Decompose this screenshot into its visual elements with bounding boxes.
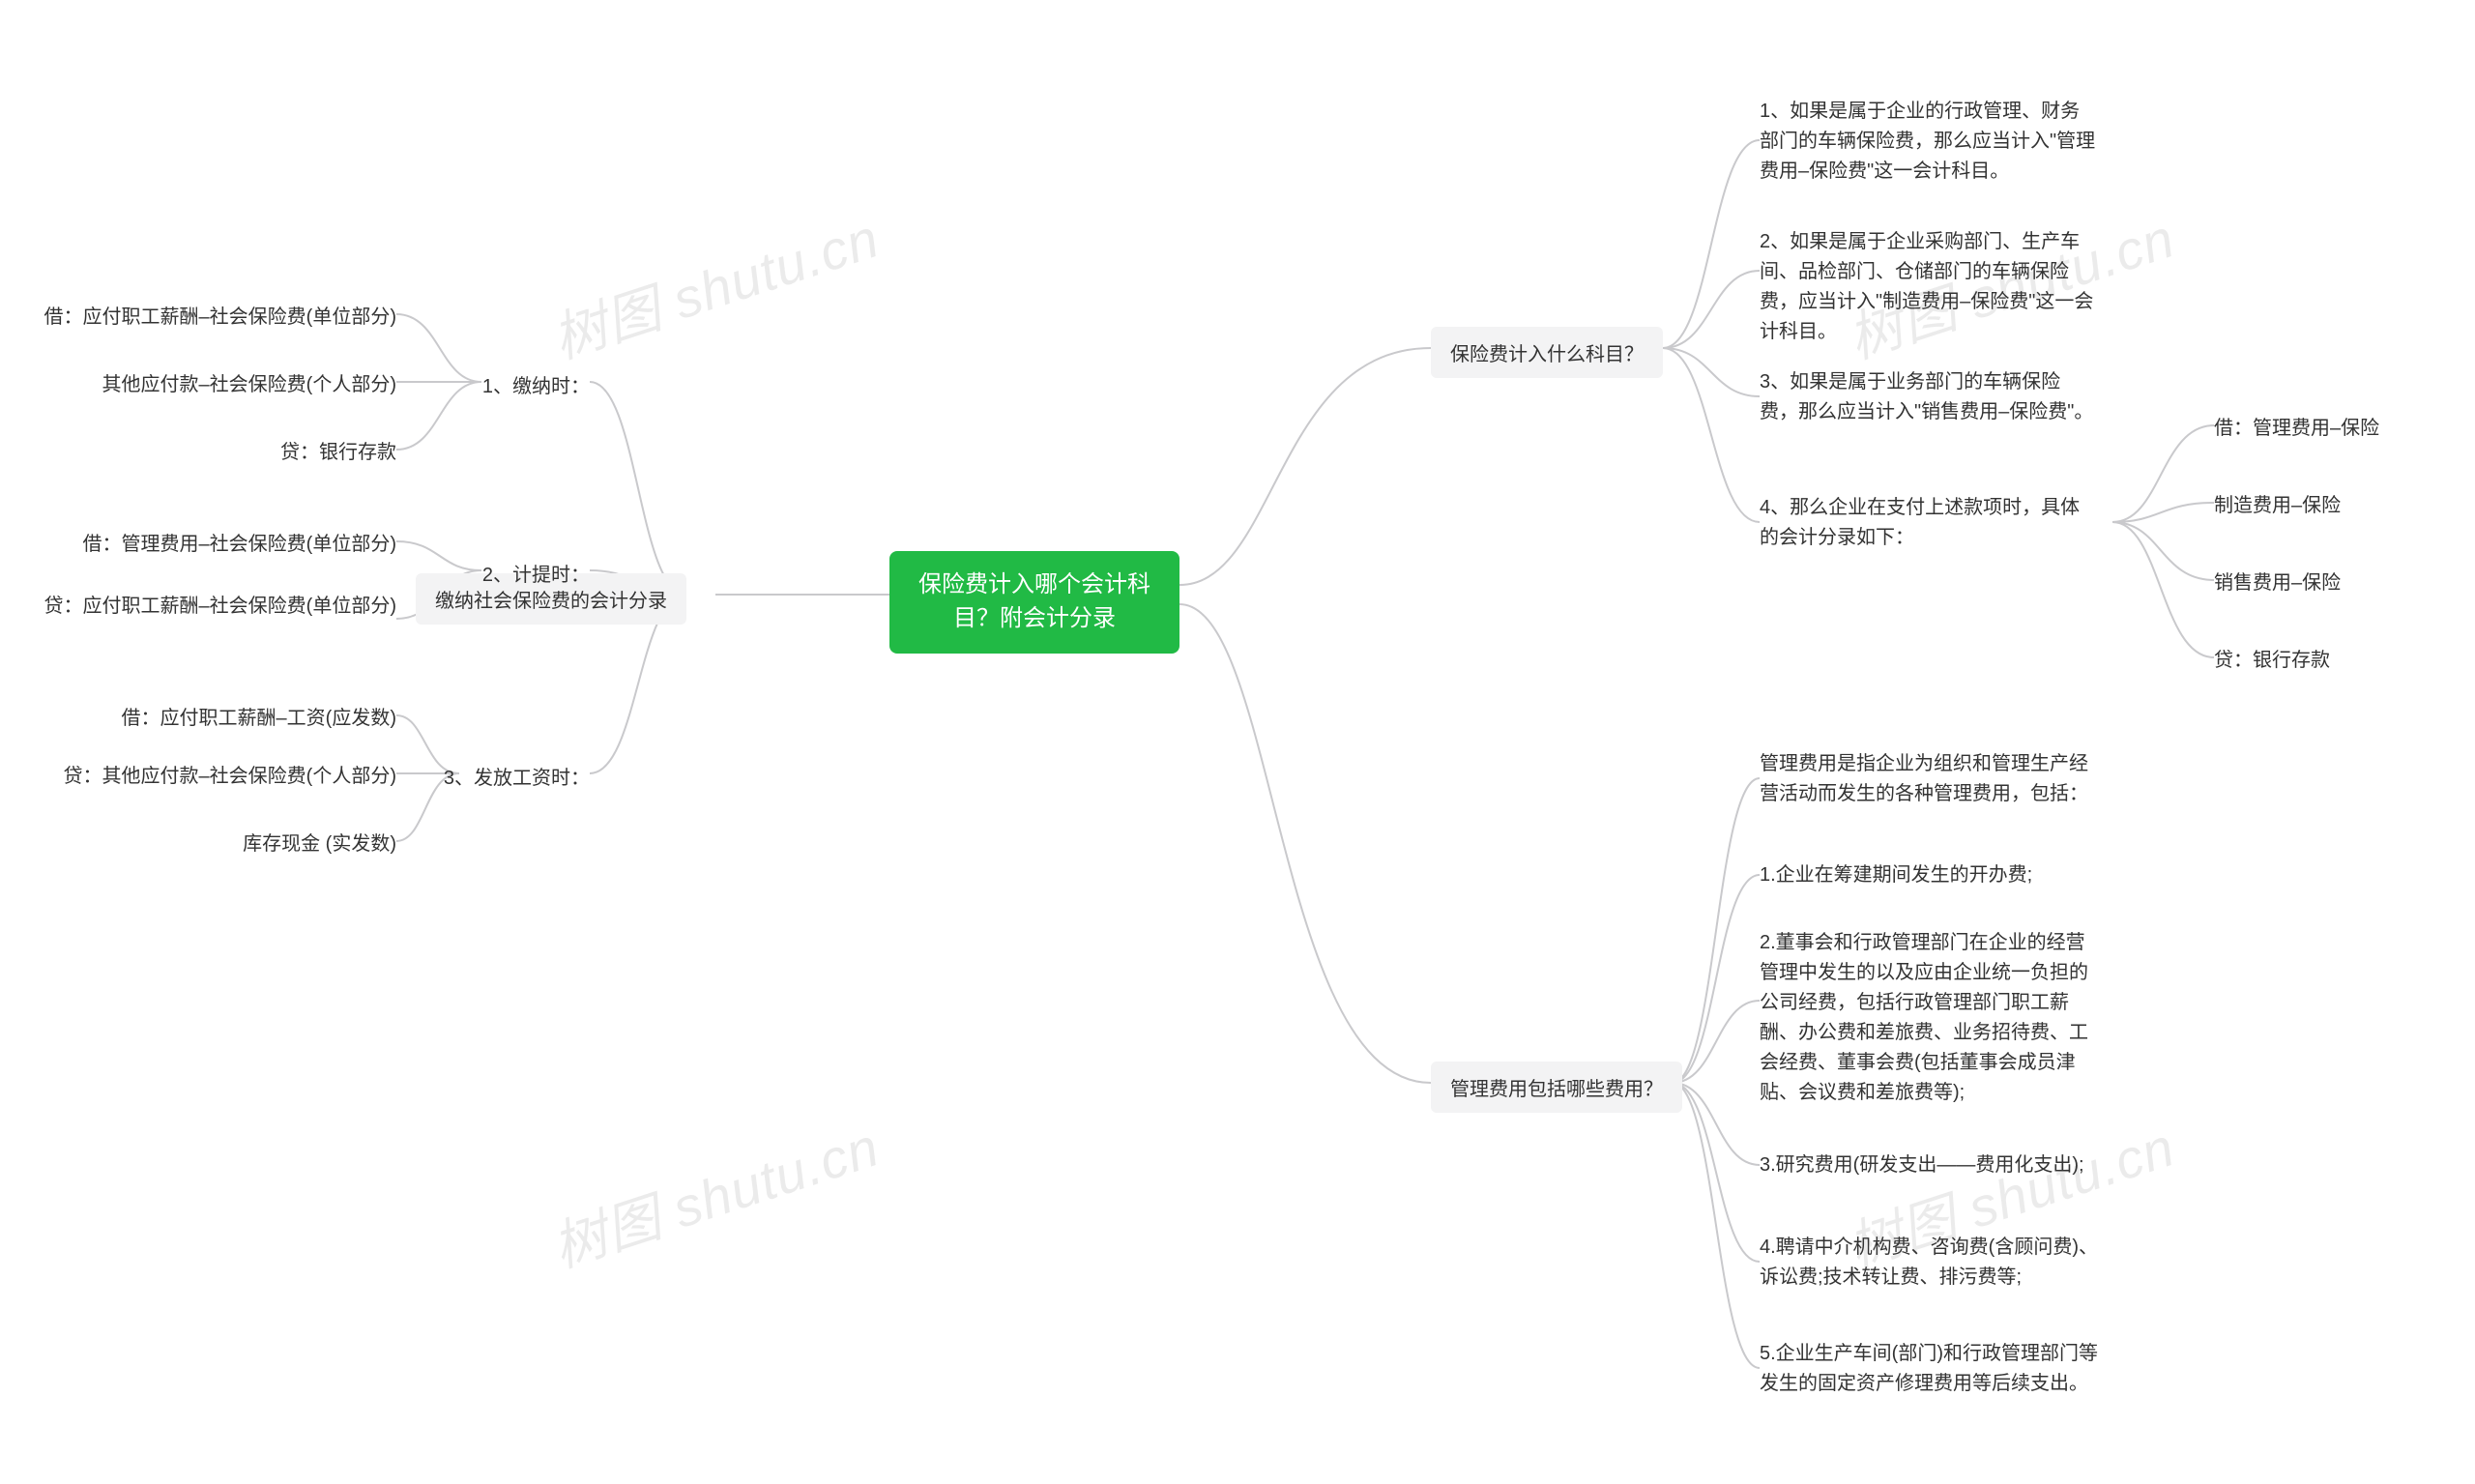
leaf-insurance-1: 1、如果是属于企业的行政管理、财务部门的车辆保险费，那么应当计入"管理费用–保险… xyxy=(1760,97,2098,187)
leaf-salary-2: 贷：其他应付款–社会保险费(个人部分) xyxy=(64,762,396,792)
watermark: 树图 shutu.cn xyxy=(541,195,888,374)
leaf-accrue-1: 借：管理费用–社会保险费(单位部分) xyxy=(83,530,396,560)
leaf-entry-3: 销售费用–保险 xyxy=(2214,568,2341,598)
leaf-mgmt-2: 2.董事会和行政管理部门在企业的经营管理中发生的以及应由企业统一负担的公司经费，… xyxy=(1760,928,2098,1108)
leaf-entry-1: 借：管理费用–保险 xyxy=(2214,414,2379,444)
leaf-mgmt-4: 4.聘请中介机构费、咨询费(含顾问费)、诉讼费;技术转让费、排污费等; xyxy=(1760,1233,2098,1293)
sub-accrue: 2、计提时： xyxy=(482,559,590,587)
leaf-pay-3: 贷：银行存款 xyxy=(280,438,396,468)
watermark: 树图 shutu.cn xyxy=(541,1104,888,1283)
leaf-pay-2: 其他应付款–社会保险费(个人部分) xyxy=(102,370,396,400)
leaf-mgmt-1: 1.企业在筹建期间发生的开办费; xyxy=(1760,860,2032,890)
connectors xyxy=(0,0,2475,1484)
leaf-salary-3: 库存现金 (实发数) xyxy=(243,829,396,859)
leaf-pay-1: 借：应付职工薪酬–社会保险费(单位部分) xyxy=(44,303,396,333)
leaf-salary-1: 借：应付职工薪酬–工资(应发数) xyxy=(122,704,396,734)
leaf-insurance-2: 2、如果是属于企业采购部门、生产车间、品检部门、仓储部门的车辆保险费，应当计入"… xyxy=(1760,227,2098,347)
root-node: 保险费计入哪个会计科目？附会计分录 xyxy=(889,551,1179,654)
branch-management-fees: 管理费用包括哪些费用？ xyxy=(1431,1062,1682,1113)
leaf-accrue-2: 贷：应付职工薪酬–社会保险费(单位部分) xyxy=(44,592,396,622)
leaf-entry-4: 贷：银行存款 xyxy=(2214,646,2330,676)
leaf-mgmt-3: 3.研究费用(研发支出——费用化支出); xyxy=(1760,1150,2084,1180)
sub-salary: 3、发放工资时： xyxy=(444,762,590,790)
leaf-mgmt-0: 管理费用是指企业为组织和管理生产经营活动而发生的各种管理费用，包括： xyxy=(1760,749,2098,809)
leaf-insurance-4: 4、那么企业在支付上述款项时，具体的会计分录如下： xyxy=(1760,493,2098,553)
leaf-insurance-3: 3、如果是属于业务部门的车辆保险费，那么应当计入"销售费用–保险费"。 xyxy=(1760,367,2098,427)
leaf-mgmt-5: 5.企业生产车间(部门)和行政管理部门等发生的固定资产修理费用等后续支出。 xyxy=(1760,1339,2098,1399)
branch-insurance-account: 保险费计入什么科目？ xyxy=(1431,327,1663,378)
leaf-entry-2: 制造费用–保险 xyxy=(2214,491,2341,521)
sub-pay: 1、缴纳时： xyxy=(482,370,590,398)
